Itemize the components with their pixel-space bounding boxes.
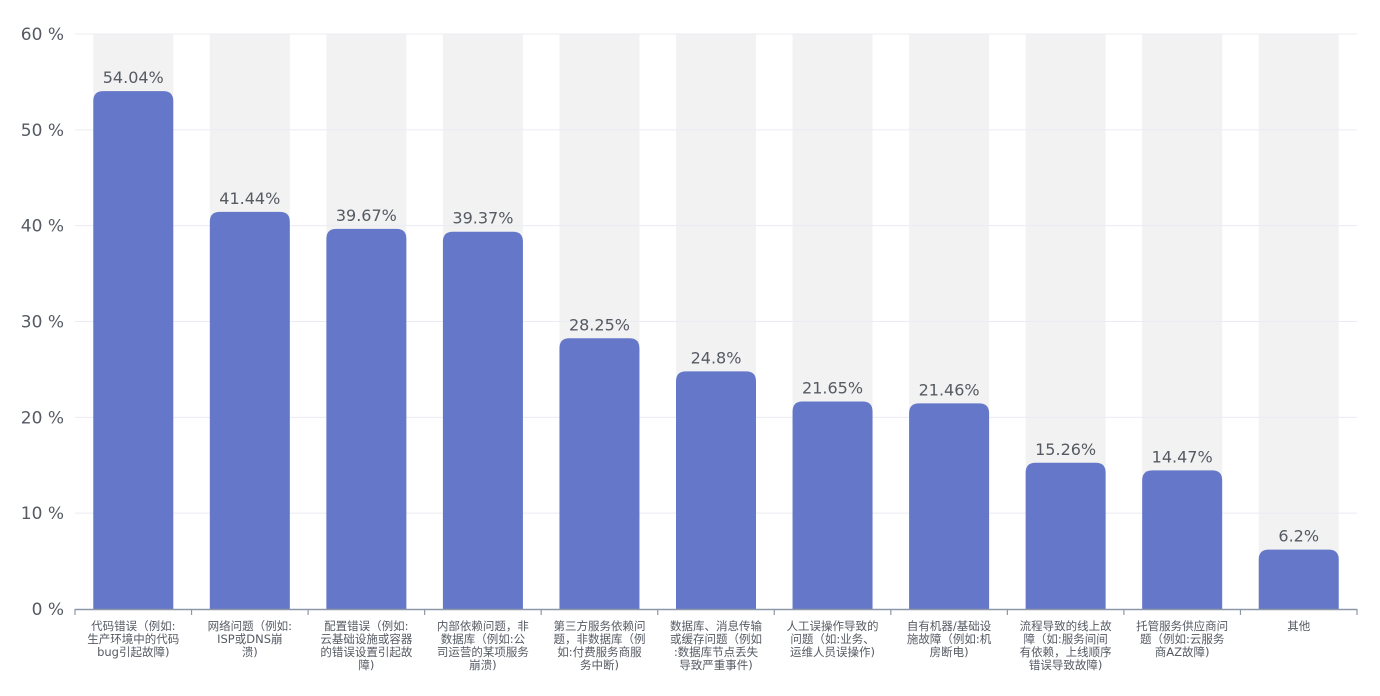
x-tick-label: 网络问题（例如: bbox=[208, 619, 292, 633]
x-tick-label: 司运营的某项服务 bbox=[437, 645, 529, 659]
x-tick-label: 题，非数据库（例 bbox=[553, 632, 645, 646]
x-tick-label: 运维人员误操作) bbox=[790, 645, 875, 659]
bar bbox=[792, 401, 873, 609]
bar bbox=[676, 371, 756, 609]
x-tick-label: 或缓存问题（例如 bbox=[670, 632, 762, 646]
y-tick-label: 30 % bbox=[21, 313, 64, 333]
x-tick-label: 问题（如:业务、 bbox=[790, 632, 874, 646]
x-tick-label: 内部依赖问题，非 bbox=[437, 619, 529, 633]
x-tick-label: 配置错误（例如: bbox=[324, 619, 408, 633]
bar bbox=[559, 338, 640, 609]
x-tick-label: 自有机器/基础设 bbox=[907, 619, 992, 633]
bar bbox=[442, 231, 523, 609]
data-label: 28.25% bbox=[569, 315, 630, 334]
bar bbox=[209, 211, 290, 609]
y-tick-label: 40 % bbox=[21, 217, 64, 237]
data-label: 21.65% bbox=[802, 379, 863, 398]
data-label: 39.37% bbox=[452, 209, 513, 228]
x-tick-label: 障（如:服务间间 bbox=[1023, 632, 1107, 646]
x-tick-label: 导致严重事件) bbox=[679, 658, 753, 672]
data-label: 41.44% bbox=[219, 189, 280, 208]
x-tick-label: 第三方服务依赖问 bbox=[553, 619, 645, 633]
x-tick-label: 错误导致故障) bbox=[1029, 658, 1103, 672]
x-tick-label: 房断电) bbox=[930, 645, 969, 659]
x-tick-label: 障) bbox=[358, 658, 374, 672]
data-label: 24.8% bbox=[691, 348, 742, 367]
bar bbox=[93, 91, 174, 609]
bar bbox=[909, 403, 990, 609]
x-tick-label: 数据库（例如:公 bbox=[441, 632, 526, 646]
x-tick-label: 溃) bbox=[242, 645, 258, 659]
data-label: 21.46% bbox=[919, 380, 980, 399]
x-tick-label: 施故障（例如:机 bbox=[907, 632, 992, 646]
x-tick-label: :数据库节点丢失 bbox=[674, 645, 759, 659]
x-tick-label: 题（例如:云服务 bbox=[1140, 632, 1225, 646]
y-tick-label: 0 % bbox=[32, 600, 64, 620]
x-tick-label: 的错误设置引起故 bbox=[320, 645, 412, 659]
x-tick-label: 流程导致的线上故 bbox=[1020, 619, 1112, 633]
x-tick-label: 托管服务供应商问 bbox=[1136, 619, 1228, 633]
bar bbox=[326, 228, 407, 609]
x-tick-label: ISP或DNS崩 bbox=[217, 632, 282, 646]
x-tick-label: 生产环境中的代码 bbox=[87, 632, 179, 646]
data-label: 54.04% bbox=[103, 68, 164, 87]
x-tick-label: 崩溃) bbox=[469, 658, 497, 672]
bar bbox=[1142, 470, 1223, 609]
x-tick-label: 商AZ故障) bbox=[1155, 645, 1210, 659]
x-tick-label: 如:付费服务商服 bbox=[557, 645, 642, 659]
bar bbox=[1025, 462, 1106, 609]
x-tick-label: 其他 bbox=[1287, 619, 1310, 633]
x-tick-label: 有依赖，上线顺序 bbox=[1020, 645, 1112, 659]
y-tick-label: 20 % bbox=[21, 408, 64, 428]
data-label: 15.26% bbox=[1035, 440, 1096, 459]
data-label: 14.47% bbox=[1152, 447, 1213, 466]
y-tick-label: 60 % bbox=[21, 25, 64, 45]
x-tick-label: 代码错误（例如: bbox=[91, 619, 175, 633]
y-tick-label: 10 % bbox=[21, 504, 64, 524]
x-tick-label: 云基础设施或容器 bbox=[320, 632, 412, 646]
x-tick-label: 数据库、消息传输 bbox=[670, 619, 762, 633]
data-label: 6.2% bbox=[1278, 527, 1319, 546]
x-tick-label: bug引起故障) bbox=[97, 645, 169, 659]
bar bbox=[1258, 549, 1339, 609]
data-label: 39.67% bbox=[336, 206, 397, 225]
y-tick-label: 50 % bbox=[21, 121, 64, 141]
x-tick-label: 人工误操作导致的 bbox=[787, 619, 879, 633]
x-tick-label: 务中断) bbox=[580, 658, 619, 672]
